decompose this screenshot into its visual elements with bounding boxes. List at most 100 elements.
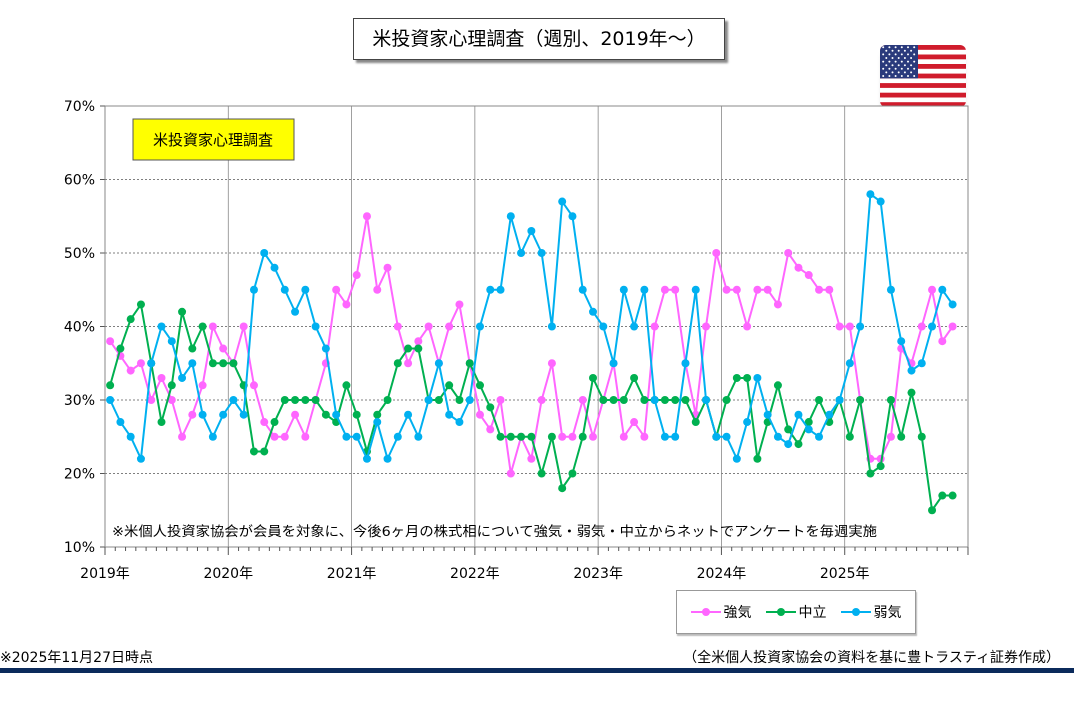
- data-point-0: [773, 300, 782, 309]
- data-point-0: [815, 285, 824, 294]
- data-point-0: [424, 322, 433, 331]
- data-point-1: [558, 484, 567, 493]
- data-point-1: [517, 432, 526, 441]
- data-point-0: [702, 322, 711, 331]
- data-point-2: [373, 418, 382, 427]
- data-point-1: [178, 307, 187, 316]
- data-point-2: [434, 359, 443, 368]
- data-point-2: [753, 373, 762, 382]
- data-point-0: [136, 359, 145, 368]
- data-point-2: [445, 410, 454, 419]
- data-point-0: [393, 322, 402, 331]
- data-point-0: [784, 249, 793, 257]
- data-point-0: [239, 322, 248, 331]
- data-point-1: [722, 396, 731, 404]
- data-point-2: [178, 373, 187, 382]
- data-point-1: [948, 491, 957, 500]
- data-point-2: [455, 418, 464, 427]
- data-point-0: [455, 300, 464, 309]
- data-point-1: [547, 432, 556, 441]
- data-point-2: [650, 396, 659, 404]
- data-point-0: [106, 337, 115, 346]
- y-tick-label: 10%: [64, 540, 95, 556]
- data-point-0: [383, 263, 392, 272]
- data-point-2: [383, 454, 392, 463]
- data-point-1: [301, 396, 310, 404]
- data-point-2: [321, 344, 330, 353]
- legend-label: 強気: [723, 605, 752, 621]
- data-point-0: [260, 418, 269, 427]
- data-point-2: [506, 212, 515, 221]
- footer-divider: [0, 668, 1074, 673]
- data-point-2: [475, 322, 484, 331]
- data-point-2: [856, 322, 865, 331]
- data-point-1: [106, 381, 115, 390]
- data-point-2: [136, 454, 145, 463]
- data-point-1: [907, 388, 916, 397]
- us-flag-icon: [880, 45, 966, 107]
- data-point-1: [167, 381, 176, 390]
- data-point-0: [332, 285, 341, 294]
- data-point-0: [578, 396, 587, 404]
- data-point-0: [178, 432, 187, 441]
- data-point-0: [547, 359, 556, 368]
- data-point-1: [280, 396, 289, 404]
- data-point-2: [414, 432, 423, 441]
- data-point-1: [928, 506, 937, 515]
- data-point-0: [537, 396, 546, 404]
- data-point-2: [424, 396, 433, 404]
- inset-label-box: [132, 118, 295, 161]
- data-point-2: [486, 285, 495, 294]
- data-point-2: [578, 285, 587, 294]
- data-point-0: [414, 337, 423, 346]
- data-point-2: [219, 410, 228, 419]
- data-point-2: [743, 418, 752, 427]
- data-point-2: [301, 285, 310, 294]
- x-tick-label: 2022年: [450, 566, 500, 582]
- data-point-2: [496, 285, 505, 294]
- data-point-2: [198, 410, 207, 419]
- data-point-1: [671, 396, 680, 404]
- data-point-1: [886, 396, 895, 404]
- data-point-2: [547, 322, 556, 331]
- data-point-0: [917, 322, 926, 331]
- data-point-2: [702, 396, 711, 404]
- data-point-2: [558, 197, 567, 206]
- data-point-2: [404, 410, 413, 419]
- data-point-0: [496, 396, 505, 404]
- data-point-0: [650, 322, 659, 331]
- data-point-2: [784, 440, 793, 449]
- data-point-1: [917, 432, 926, 441]
- data-point-2: [732, 454, 741, 463]
- legend-item-bearish: 弱気: [840, 602, 902, 622]
- data-point-1: [599, 396, 608, 404]
- data-point-2: [147, 359, 156, 368]
- data-point-0: [404, 359, 413, 368]
- data-point-0: [558, 432, 567, 441]
- data-point-1: [321, 410, 330, 419]
- data-point-2: [722, 432, 731, 441]
- data-point-0: [126, 366, 135, 375]
- data-point-0: [804, 271, 813, 280]
- data-point-2: [835, 396, 844, 404]
- data-point-1: [845, 432, 854, 441]
- data-point-2: [681, 359, 690, 368]
- data-point-1: [434, 396, 443, 404]
- data-point-1: [568, 469, 577, 478]
- data-point-0: [743, 322, 752, 331]
- data-point-2: [691, 285, 700, 294]
- data-point-2: [866, 190, 875, 199]
- data-point-2: [794, 410, 803, 419]
- data-point-2: [157, 322, 166, 331]
- data-point-1: [773, 381, 782, 390]
- data-point-1: [640, 396, 649, 404]
- data-point-1: [815, 396, 824, 404]
- data-point-1: [126, 315, 135, 324]
- data-point-1: [589, 373, 598, 382]
- data-point-1: [619, 396, 628, 404]
- data-point-0: [157, 373, 166, 382]
- data-point-2: [825, 410, 834, 419]
- y-tick-label: 40%: [64, 320, 95, 336]
- data-point-0: [527, 454, 536, 463]
- data-point-2: [897, 337, 906, 346]
